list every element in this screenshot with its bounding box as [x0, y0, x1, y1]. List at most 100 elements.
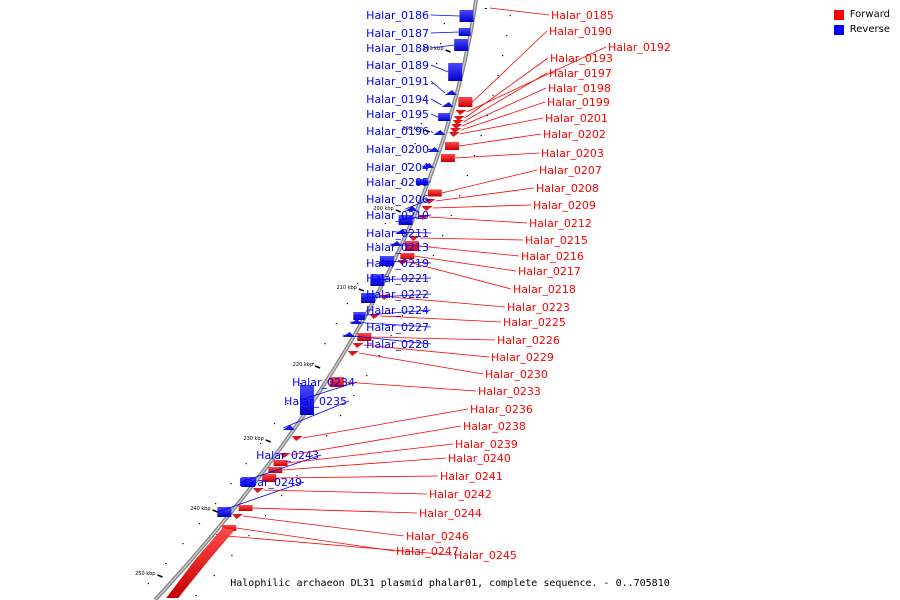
forward-leader-line: [226, 535, 453, 556]
forward-gene-arrow: [455, 110, 467, 115]
minor-tick: [378, 355, 380, 357]
map-caption: Halophilic archaeon DL31 plasmid phalar0…: [230, 578, 670, 589]
minor-tick: [400, 183, 402, 185]
forward-leader-line: [464, 57, 549, 119]
forward-gene-block-large: [166, 528, 235, 598]
minor-tick: [450, 215, 452, 217]
reverse-leader-line: [370, 277, 432, 281]
minor-tick: [459, 195, 461, 197]
minor-tick: [432, 255, 434, 257]
reverse-gene-label: Halar_0196: [366, 125, 429, 138]
reverse-gene-label: Halar_0227: [366, 321, 429, 334]
forward-gene-label: Halar_0201: [545, 112, 608, 125]
forward-gene-label: Halar_0244: [419, 507, 482, 520]
major-tick: [445, 49, 451, 53]
reverse-gene-label: Halar_0186: [366, 9, 429, 22]
gene-labels: Halar_0186 Halar_0187 Halar_0188 Halar_0189…: [239, 9, 671, 562]
minor-tick: [423, 275, 425, 277]
minor-tick: [281, 495, 283, 497]
reverse-gene-label: Halar_0210: [366, 209, 429, 222]
forward-gene-arrow: [352, 343, 364, 348]
tick-label: 190 kbp: [402, 126, 422, 132]
reverse-gene-label: Halar_0189: [366, 59, 429, 72]
forward-gene-arrow: [369, 314, 381, 319]
forward-gene-block: [440, 154, 455, 162]
reverse-gene-arrow: [395, 229, 408, 234]
minor-tick: [287, 403, 289, 405]
minor-tick: [165, 563, 167, 565]
minor-tick: [440, 43, 442, 45]
minor-tick: [502, 55, 504, 57]
reverse-gene-label: Halar_0235: [284, 395, 347, 408]
reverse-gene-label: Halar_0234: [292, 376, 355, 389]
reverse-gene-label: Halar_0188: [366, 42, 429, 55]
minor-tick: [231, 555, 233, 557]
forward-leader-line: [343, 381, 477, 392]
forward-gene-label: Halar_0239: [455, 438, 518, 451]
minor-tick: [312, 363, 314, 365]
reverse-gene-label: Halar_0221: [366, 272, 429, 285]
reverse-leader-line: [430, 14, 460, 17]
forward-gene-block: [445, 142, 459, 150]
forward-gene-block: [427, 189, 442, 197]
reverse-gene-block: [217, 507, 232, 517]
forward-gene-arrow: [450, 128, 462, 133]
reverse-gene-label: Halar_0224: [366, 304, 429, 317]
reverse-leader-line: [430, 98, 442, 106]
minor-tick: [393, 203, 395, 205]
minor-tick: [346, 303, 348, 305]
minor-tick: [357, 283, 359, 285]
reverse-leader-line: [430, 130, 434, 134]
tick-label: 200 kbp: [373, 206, 393, 212]
reverse-leader-line: [430, 113, 439, 118]
minor-tick: [296, 475, 298, 477]
minor-tick: [442, 235, 444, 237]
forward-gene-block: [238, 505, 253, 511]
reverse-gene-block: [454, 39, 469, 51]
minor-tick: [195, 595, 197, 597]
forward-gene-label: Halar_0190: [549, 25, 612, 38]
reverse-gene-label: Halar_0206: [366, 193, 429, 206]
forward-gene-label: Halar_0242: [429, 488, 492, 501]
reverse-gene-block: [459, 10, 474, 22]
forward-leader-line: [380, 315, 502, 323]
reverse-leader-line: [395, 231, 432, 234]
forward-gene-label: Halar_0240: [448, 452, 511, 465]
forward-leader-line: [371, 336, 496, 341]
minor-tick: [420, 123, 422, 125]
reverse-leader-line: [430, 44, 455, 49]
forward-gene-label: Halar_0225: [503, 316, 566, 329]
reverse-gene-block: [458, 28, 471, 36]
reverse-leader-line: [405, 198, 432, 210]
minor-tick: [492, 95, 494, 97]
minor-tick: [147, 583, 149, 585]
reverse-gene-arrow: [405, 206, 418, 211]
reverse-gene-label: Halar_0204: [366, 161, 429, 174]
legend-reverse: Reverse: [833, 23, 890, 36]
forward-gene-label: Halar_0229: [491, 351, 554, 364]
minor-tick: [353, 395, 355, 397]
forward-leader-line: [459, 117, 544, 135]
reverse-swatch: [833, 24, 844, 35]
minor-tick: [401, 315, 403, 317]
tick-label: 240 kbp: [190, 506, 210, 512]
forward-gene-label: Halar_0215: [525, 234, 588, 247]
minor-tick: [466, 175, 468, 177]
minor-tick: [198, 523, 201, 525]
forward-label: Forward: [849, 9, 890, 20]
reverse-leader-line: [361, 293, 432, 299]
reverse-leader-line: [342, 334, 432, 345]
reverse-gene-block: [448, 63, 463, 81]
minor-tick: [339, 415, 342, 417]
forward-leader-line: [418, 245, 520, 257]
forward-swatch: [833, 9, 844, 20]
minor-tick: [259, 443, 262, 445]
reverse-leader-line: [282, 400, 350, 429]
reverse-leader-line: [421, 165, 432, 168]
minor-tick: [325, 435, 328, 437]
tick-label: 210 kbp: [336, 285, 356, 291]
reverse-leader-line: [398, 214, 432, 221]
forward-leader-line: [441, 169, 538, 194]
minor-tick: [384, 223, 386, 225]
